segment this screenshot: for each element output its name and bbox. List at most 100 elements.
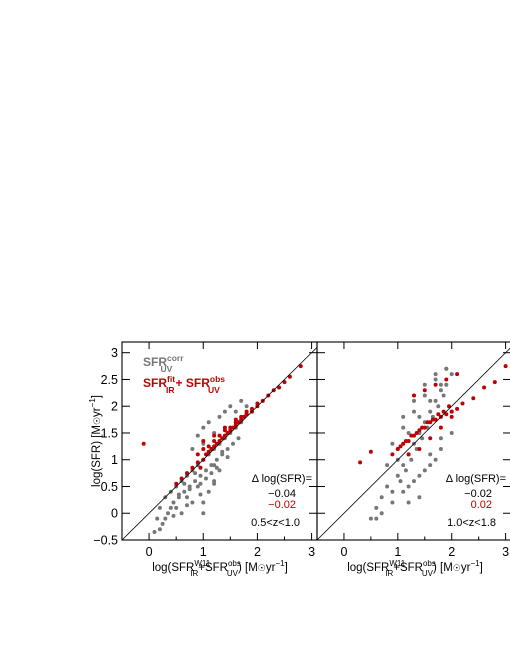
red-point [198,465,203,470]
red-point [239,414,244,419]
y-tick-label: 3 [111,346,118,360]
red-point [209,447,214,451]
grey-point [201,500,206,505]
grey-point [171,513,176,518]
grey-point [412,398,416,403]
grey-point [417,473,422,478]
x-tick-label: 1 [200,545,207,559]
red-point [212,439,217,443]
legend-irfit-sub: IR [166,385,175,395]
grey-point [209,471,214,476]
red-point [492,380,497,385]
grey-point [185,503,189,508]
grey-point [206,489,211,494]
grey-point [195,484,200,489]
grey-point [231,441,235,446]
red-point [449,414,454,419]
red-point [217,439,222,443]
grey-point [444,366,449,371]
red-point [250,406,254,411]
grey-point [214,465,219,470]
grey-point [225,447,230,451]
red-point [179,476,184,481]
y-tick-label: 1 [111,453,118,467]
right-delta-value-red: 0.02 [471,499,492,511]
grey-point [409,457,414,462]
red-point [390,452,395,457]
grey-point [379,495,384,500]
red-point [406,452,411,457]
red-point [185,471,189,476]
grey-point [406,500,411,505]
legend-irfit-label: SFR [143,376,167,390]
grey-point [195,433,200,438]
red-point [438,425,443,430]
red-point [436,412,441,417]
grey-point [379,511,384,516]
left-panel-tick-labels: 0 1 2 3 −0.5 0 0.5 1 1.5 2 2.5 3 [93,346,315,559]
red-point [409,433,414,438]
grey-point [438,447,443,451]
grey-point [225,455,230,460]
grey-point [412,409,416,414]
grey-point [171,500,176,505]
x-tick-label: 2 [254,545,261,559]
grey-point [214,457,219,462]
grey-point [406,431,411,435]
grey-point [201,511,206,516]
red-point [287,374,292,379]
grey-point [395,473,400,478]
grey-point [374,505,379,510]
red-point [425,420,430,425]
grey-point [212,481,217,486]
red-point [433,382,438,387]
red-point [449,409,454,414]
grey-point [168,505,173,510]
grey-point [176,492,181,497]
grey-point [233,409,238,414]
red-point [222,433,227,438]
red-point [447,404,451,409]
right-panel-points [358,364,508,521]
grey-point [190,500,195,505]
grey-point [403,468,408,473]
grey-point [401,489,406,494]
red-point [282,380,287,385]
grey-point [449,372,454,377]
grey-point [390,500,395,505]
grey-point [385,484,390,489]
left-delta-value-red: −0.02 [268,499,296,511]
legend-irfit-extra-sup: obs [210,374,225,384]
grey-point [239,398,244,403]
red-point [201,447,206,451]
grey-point [401,463,406,468]
grey-point [428,398,433,403]
left-one-to-one-line [121,347,318,541]
y-tick-label: 2 [111,400,118,414]
y-tick-label: 2.5 [101,373,118,387]
grey-point [368,516,373,521]
red-point [277,385,282,390]
grey-point [412,479,416,484]
grey-point [449,431,454,435]
grey-point [244,404,249,409]
red-point [201,439,206,443]
grey-point [193,471,198,476]
grey-point [433,377,438,382]
red-point [141,441,146,446]
red-point [206,449,211,454]
grey-point [385,463,390,468]
red-point [444,412,449,417]
grey-point [438,388,443,393]
red-point [417,428,422,433]
grey-point [406,484,411,489]
grey-point [157,527,162,532]
y-tick-label: 1.5 [101,426,118,440]
grey-point [204,468,208,473]
red-point [403,439,408,443]
right-delta-label: Δ log(SFR)= [446,473,506,485]
grey-point [174,505,179,510]
left-redshift-label: 0.5<z<1.0 [251,517,300,529]
red-point [471,396,476,401]
